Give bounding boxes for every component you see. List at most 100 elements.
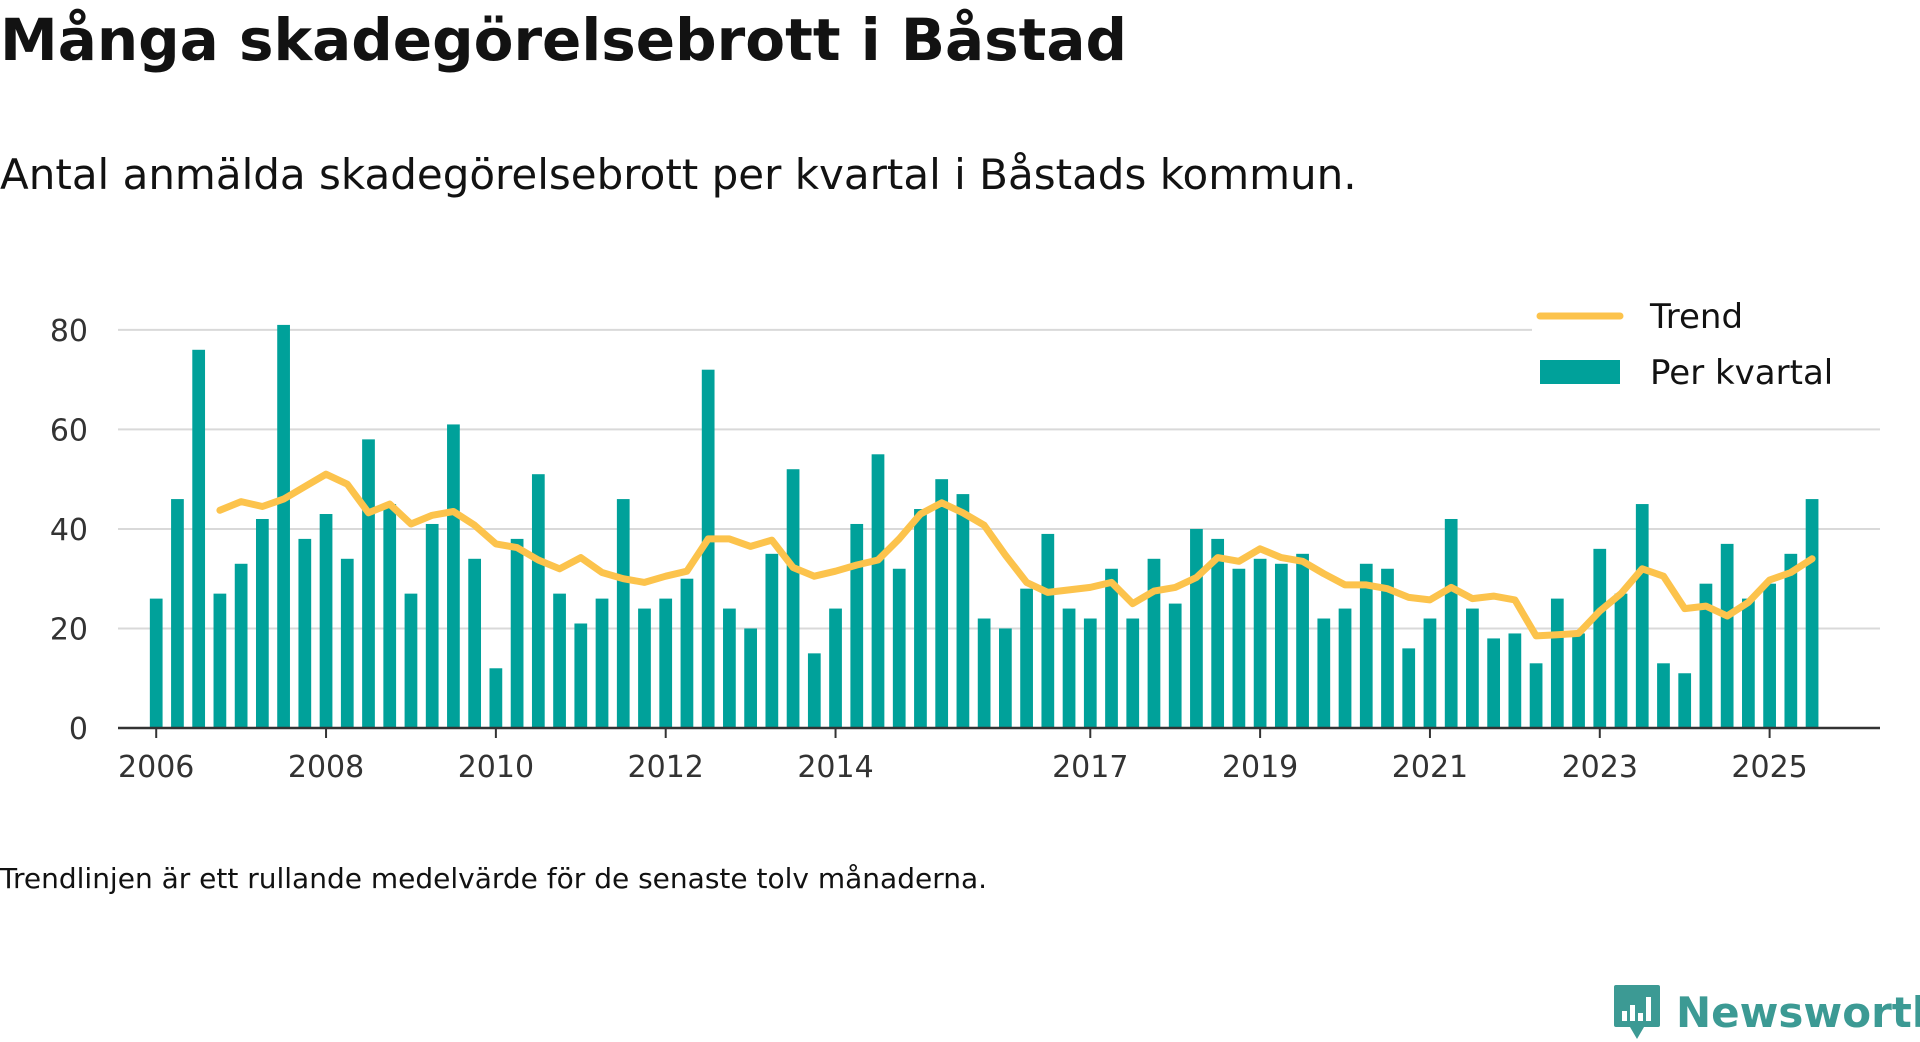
- bar-per-kvartal: [850, 523, 864, 728]
- bar-per-kvartal: [1572, 633, 1585, 728]
- bar-per-kvartal: [744, 628, 757, 728]
- trend-line: [216, 470, 1816, 640]
- bar-per-kvartal: [638, 608, 651, 728]
- y-tick-label: 60: [50, 413, 88, 448]
- bar-per-kvartal: [616, 499, 630, 728]
- bar-per-kvartal: [1720, 543, 1734, 728]
- x-tick-label: 2006: [118, 750, 194, 785]
- y-tick-label: 80: [50, 314, 88, 349]
- bar-per-kvartal: [1381, 568, 1394, 728]
- bar-per-kvartal: [680, 578, 694, 728]
- bar-per-kvartal: [1466, 608, 1479, 728]
- bar-per-kvartal: [1805, 499, 1819, 728]
- bar-per-kvartal: [447, 424, 460, 728]
- legend-label-trend: Trend: [1649, 297, 1743, 337]
- bar-per-kvartal: [1317, 618, 1331, 728]
- y-tick-label: 40: [50, 513, 88, 548]
- bar-per-kvartal: [1041, 533, 1055, 728]
- bar-per-kvartal: [1126, 618, 1140, 728]
- bar-per-kvartal: [319, 514, 333, 728]
- bar-per-kvartal: [595, 598, 609, 728]
- bar-per-kvartal: [1147, 558, 1161, 728]
- bar-per-kvartal: [553, 593, 566, 728]
- y-tick-label: 20: [50, 612, 88, 647]
- x-tick-label: 2025: [1731, 750, 1807, 785]
- chart-subtitle: Antal anmälda skadegörelsebrott per kvar…: [0, 150, 1357, 199]
- bar-per-kvartal: [1742, 598, 1755, 728]
- footnote: Trendlinjen är ett rullande medelvärde f…: [0, 862, 988, 895]
- bar-per-kvartal: [468, 558, 482, 728]
- bar-per-kvartal: [1020, 588, 1033, 728]
- legend-swatch-per-kvartal: [1540, 360, 1620, 384]
- bar-per-kvartal: [999, 628, 1012, 728]
- legend: Trend Per kvartal: [1532, 296, 1888, 406]
- bar-per-kvartal: [510, 538, 524, 728]
- x-tick-label: 2014: [797, 750, 873, 785]
- bar-per-kvartal: [765, 553, 779, 728]
- bar-per-kvartal: [489, 668, 503, 728]
- bar-per-kvartal: [1550, 598, 1564, 728]
- line-series-trend: [216, 470, 1816, 640]
- bar-per-kvartal: [425, 523, 439, 728]
- x-tick-label: 2019: [1222, 750, 1298, 785]
- legend-label-per-kvartal: Per kvartal: [1650, 353, 1833, 393]
- bar-per-kvartal: [234, 563, 248, 728]
- bar-per-kvartal: [1274, 563, 1288, 728]
- x-tick-label: 2010: [458, 750, 534, 785]
- bar-per-kvartal: [531, 474, 545, 728]
- bar-per-kvartal: [786, 469, 800, 728]
- bar-per-kvartal: [807, 653, 821, 728]
- bar-per-kvartal: [1699, 583, 1713, 728]
- bar-per-kvartal: [1402, 648, 1416, 728]
- chart: 0 20 40 60 80 2006 2008 2010 2012 2014 2017 2019 202…: [49, 296, 1888, 785]
- bar-per-kvartal: [1784, 553, 1798, 728]
- bar-series-per-kvartal: [149, 324, 1819, 728]
- brand[interactable]: Newsworthy: [1612, 982, 1920, 1042]
- bar-per-kvartal: [213, 593, 227, 728]
- bar-per-kvartal: [383, 504, 397, 728]
- x-tick-label: 2017: [1052, 750, 1128, 785]
- bar-per-kvartal: [1232, 568, 1246, 728]
- bar-per-kvartal: [977, 618, 991, 728]
- y-tick-label: 0: [69, 712, 88, 747]
- brand-name: Newsworthy: [1676, 987, 1920, 1037]
- bar-per-kvartal: [1763, 583, 1776, 728]
- axes: 0 20 40 60 80 2006 2008 2010 2012 2014 2017 2019 202…: [50, 314, 1880, 785]
- bar-per-kvartal: [1168, 603, 1182, 728]
- bar-per-kvartal: [277, 324, 290, 728]
- bar-per-kvartal: [956, 494, 970, 728]
- bar-per-kvartal: [1657, 663, 1670, 728]
- bar-per-kvartal: [1529, 663, 1543, 728]
- bar-per-kvartal: [892, 568, 906, 728]
- bar-per-kvartal: [1105, 568, 1118, 728]
- bar-per-kvartal: [340, 558, 354, 728]
- bar-per-kvartal: [1062, 608, 1076, 728]
- bar-per-kvartal: [1678, 673, 1692, 728]
- bar-per-kvartal: [701, 369, 715, 728]
- bar-per-kvartal: [1359, 563, 1373, 728]
- bar-per-kvartal: [1593, 548, 1607, 728]
- bar-per-kvartal: [1614, 593, 1628, 728]
- bar-per-kvartal: [1635, 504, 1649, 728]
- x-tick-label: 2021: [1392, 750, 1468, 785]
- bar-per-kvartal: [871, 454, 885, 728]
- bar-per-kvartal: [1296, 553, 1309, 728]
- bar-per-kvartal: [404, 593, 418, 728]
- bar-per-kvartal: [1444, 518, 1458, 728]
- bar-per-kvartal: [1253, 558, 1267, 728]
- x-tick-label: 2023: [1562, 750, 1638, 785]
- bar-per-kvartal: [149, 598, 163, 728]
- bar-per-kvartal: [1083, 618, 1097, 728]
- x-tick-label: 2008: [288, 750, 364, 785]
- bar-per-kvartal: [1487, 638, 1501, 728]
- newsworthy-logo-icon: [1614, 985, 1660, 1039]
- bar-per-kvartal: [1508, 633, 1522, 728]
- bar-per-kvartal: [935, 479, 949, 728]
- bar-per-kvartal: [1211, 538, 1225, 728]
- bar-per-kvartal: [298, 538, 312, 728]
- bar-per-kvartal: [171, 499, 184, 728]
- chart-title: Många skadegörelsebrott i Båstad: [0, 6, 1128, 74]
- bar-per-kvartal: [723, 608, 736, 728]
- bar-per-kvartal: [1190, 528, 1203, 728]
- bar-per-kvartal: [192, 349, 206, 728]
